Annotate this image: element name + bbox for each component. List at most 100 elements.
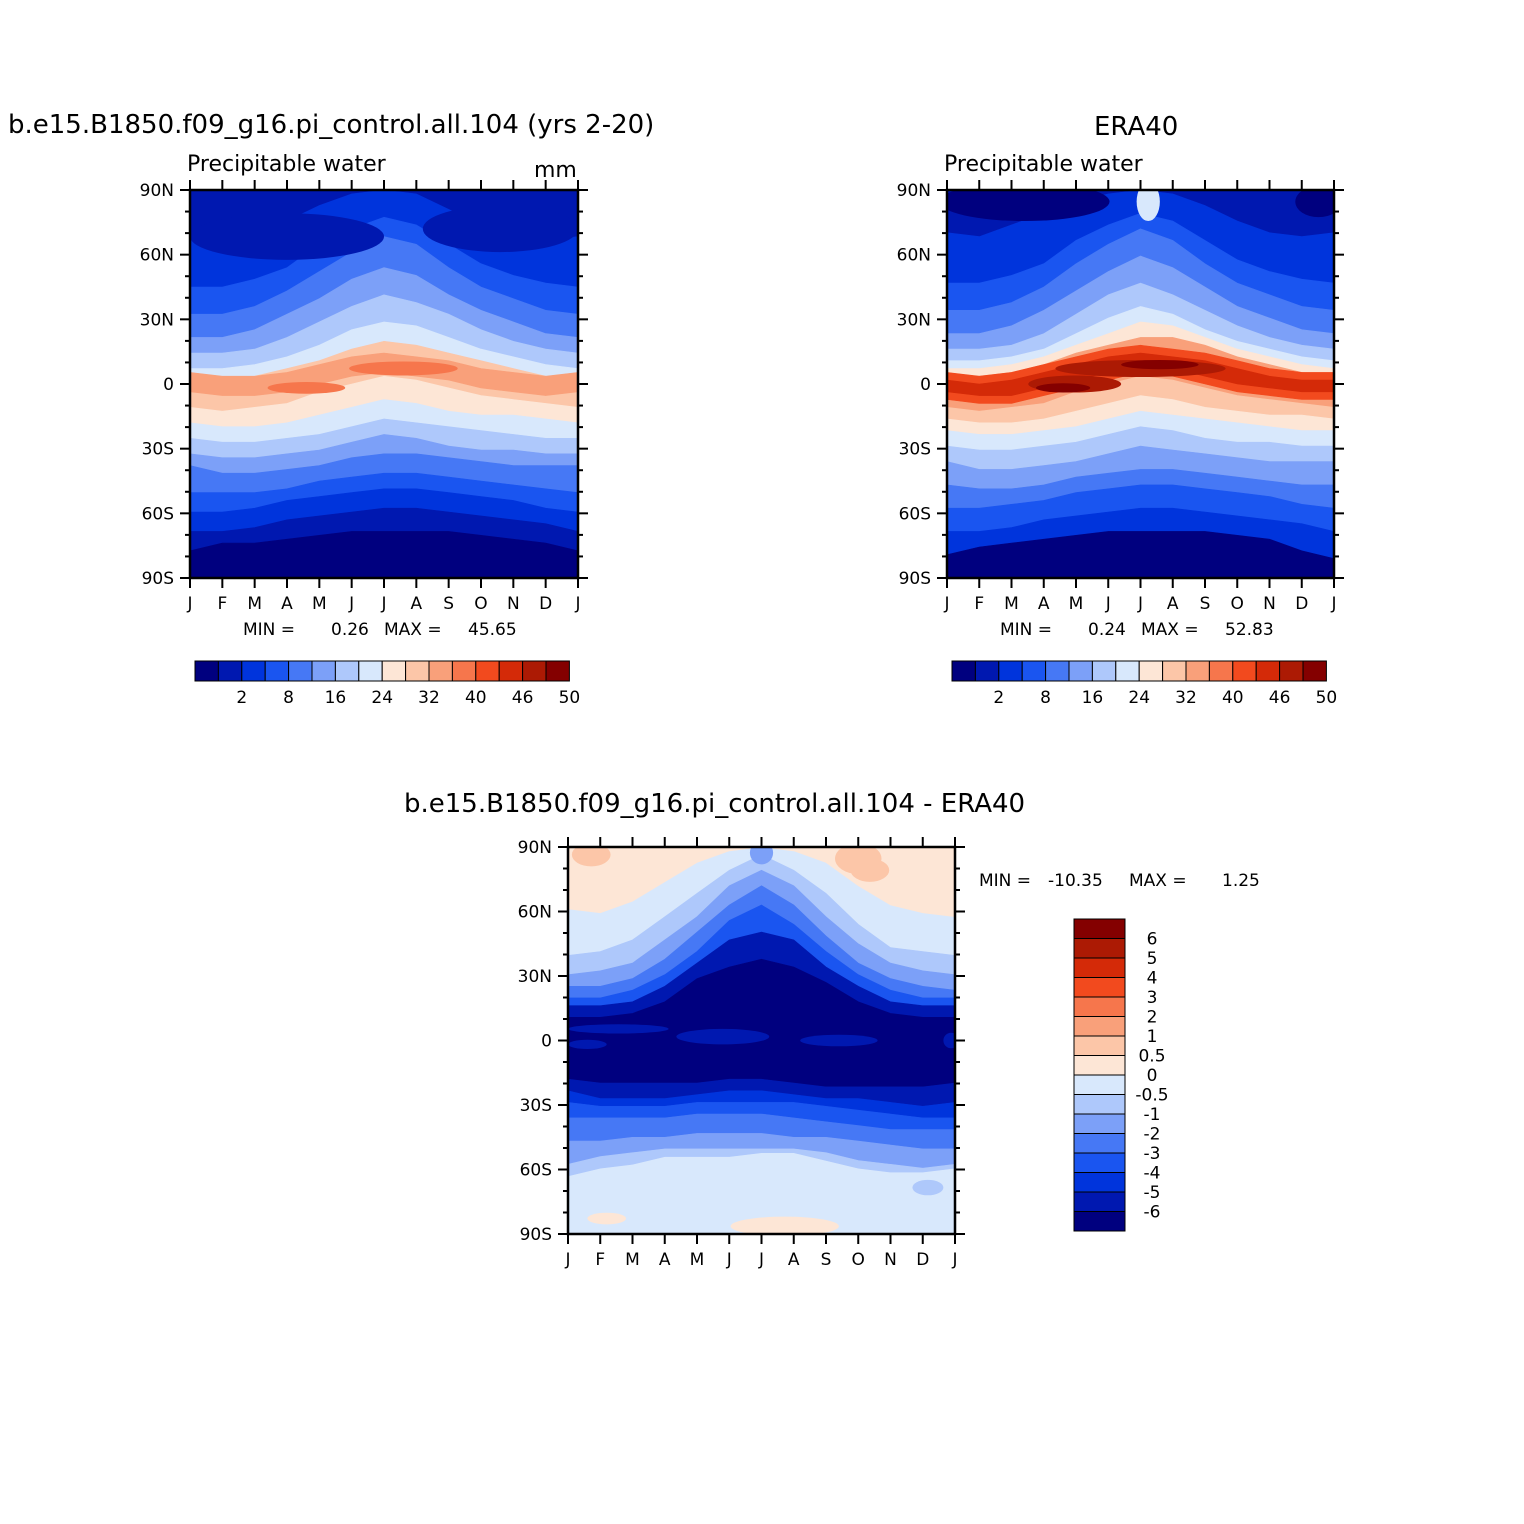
colorbar-box [545,660,570,682]
diff-min-label: MIN = [979,871,1032,891]
obs-max-value: 52.83 [1225,620,1274,640]
x-tick-label: O [474,594,487,614]
contour-band [947,531,1334,578]
x-tick-label: J [564,1250,570,1270]
contour-patch [1121,359,1199,370]
x-tick-label: J [758,1250,764,1270]
x-tick-label: N [507,594,520,614]
colorbar-box [405,660,430,682]
y-tick-label: 30S [520,1096,552,1116]
contour-band [568,1148,955,1177]
contour-patch [947,190,1110,222]
colorbar-box [1302,660,1327,682]
diff-max-label: MAX = [1129,871,1187,891]
contour-patch [267,382,346,394]
x-tick-label: N [884,1250,897,1270]
colorbar-box [1073,1035,1126,1056]
contour-patch [1036,383,1091,393]
contour-patch [568,1039,607,1050]
y-tick-label: 0 [163,375,174,395]
contour-patch [422,205,578,253]
colorbar-box [334,660,360,682]
colorbar-label: 6 [1147,930,1158,950]
x-tick-label: M [690,1250,705,1270]
x-tick-label: A [411,594,423,614]
colorbar-box [951,660,976,682]
obs-colorbar: 2 8 16 24 32 40 46 50 [951,660,1337,708]
colorbar-box [451,660,477,682]
colorbar-box [998,660,1023,682]
obs-panel-title: ERA40 [1094,112,1179,142]
colorbar-label: 2 [236,688,247,708]
model-left-string: Precipitable water [187,152,386,177]
x-tick-label: F [217,594,227,614]
contour-patch [190,213,384,260]
contour-patch [730,1216,839,1234]
colorbar-label: 46 [1269,688,1291,708]
x-tick-label: M [625,1250,640,1270]
contour-patch [800,1034,878,1047]
colorbar-label: -3 [1144,1144,1161,1164]
model-min-value: 0.26 [331,620,369,640]
colorbar-box [194,660,219,682]
colorbar-label: -4 [1144,1164,1161,1184]
diff-panel-title: b.e15.B1850.f09_g16.pi_control.all.104 -… [404,789,1026,819]
colorbar-box [1232,660,1257,682]
x-tick-label: J [348,594,354,614]
colorbar-label: -1 [1144,1105,1161,1125]
colorbar-label: 2 [1147,1008,1158,1028]
colorbar-box [1045,660,1070,682]
y-tick-label: 30N [518,967,552,987]
colorbar-box [1073,957,1126,978]
y-tick-label: 30S [899,440,931,460]
colorbar-label: 32 [418,688,440,708]
y-tick-label: 90N [140,181,174,201]
colorbar-label: 40 [1222,688,1244,708]
colorbar-box [1073,1016,1126,1037]
colorbar-box [1073,1055,1126,1076]
colorbar-label: 24 [1128,688,1150,708]
contour-patch [943,1032,955,1049]
x-tick-label: D [539,594,552,614]
x-tick-label: S [1200,594,1211,614]
colorbar-box [1073,938,1126,959]
x-tick-label: J [1105,594,1111,614]
colorbar-box [522,660,547,682]
colorbar-label: 3 [1147,988,1158,1008]
colorbar-box [311,660,336,682]
y-tick-label: 60N [140,246,174,266]
colorbar-box [974,660,1000,682]
colorbar-box [1162,660,1187,682]
y-tick-label: 90N [518,838,552,858]
colorbar-label: 32 [1175,688,1197,708]
colorbar-box [1115,660,1140,682]
x-tick-label: D [1295,594,1308,614]
y-tick-label: 30N [140,310,174,330]
colorbar-box [1073,1133,1126,1154]
x-tick-label: J [574,594,580,614]
obs-min-value: 0.24 [1088,620,1126,640]
x-tick-label: S [821,1250,832,1270]
colorbar-box [1073,1191,1126,1212]
colorbar-box [1279,660,1304,682]
x-tick-label: A [788,1250,800,1270]
obs-left-string: Precipitable water [944,152,1143,177]
x-tick-label: F [595,1250,605,1270]
contour-patch [676,1028,770,1045]
x-tick-label: M [247,594,262,614]
colorbar-label: 50 [559,688,581,708]
colorbar-box [1138,660,1164,682]
x-tick-label: A [281,594,293,614]
colorbar-box [1068,660,1093,682]
y-tick-label: 30N [897,310,931,330]
x-tick-label: J [186,594,192,614]
contour-patch [349,361,458,376]
model-max-value: 45.65 [468,620,517,640]
y-tick-label: 60S [142,504,174,524]
contour-patch [568,1024,669,1034]
y-tick-label: 30S [142,440,174,460]
colorbar-label: -5 [1144,1183,1161,1203]
colorbar-label: 0 [1147,1066,1158,1086]
x-tick-label: F [974,594,984,614]
x-tick-label: J [943,594,949,614]
